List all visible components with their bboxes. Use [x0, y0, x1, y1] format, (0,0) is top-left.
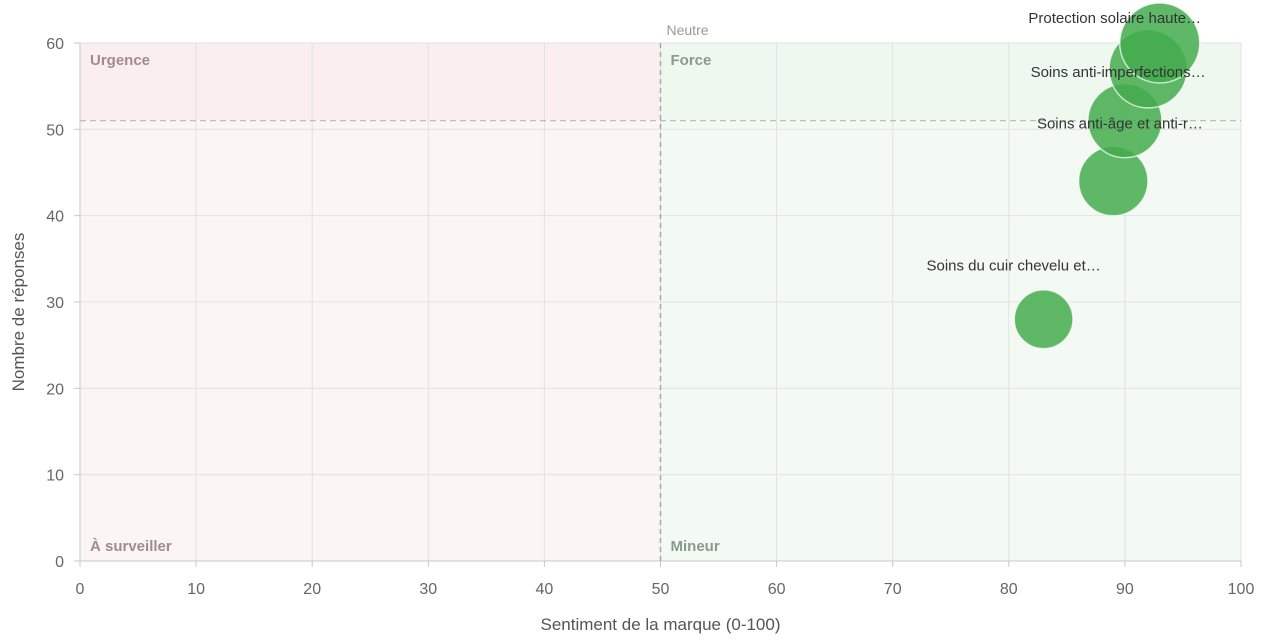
x-tick-label: 0 — [76, 581, 85, 598]
x-tick-label: 100 — [1228, 581, 1255, 598]
y-tick-label: 20 — [46, 381, 64, 398]
quadrant-bottom-left — [80, 120, 661, 561]
bubble-point — [1118, 2, 1201, 84]
x-tick-label: 50 — [652, 581, 670, 598]
y-tick-label: 30 — [46, 295, 64, 312]
quadrant-bottom-right — [660, 120, 1241, 561]
x-tick-label: 70 — [884, 581, 902, 598]
x-tick-label: 10 — [187, 581, 205, 598]
x-tick-label: 30 — [419, 581, 437, 598]
y-axis-title: Nombre de réponses — [9, 233, 28, 392]
bubble-label: Protection solaire haute… — [1028, 10, 1201, 27]
y-tick-label: 10 — [46, 468, 64, 485]
x-tick-label: 90 — [1116, 581, 1134, 598]
bubble-label: Soins du cuir chevelu et… — [926, 257, 1100, 274]
y-tick-label: 40 — [46, 209, 64, 226]
quadrant-label-top-left: Urgence — [90, 52, 150, 69]
y-tick-label: 0 — [55, 554, 64, 571]
x-tick-label: 40 — [536, 581, 554, 598]
quadrant-label-bottom-left: À surveiller — [90, 538, 172, 555]
x-axis-title: Sentiment de la marque (0-100) — [540, 615, 780, 634]
y-tick-label: 60 — [46, 36, 64, 53]
x-tick-label: 80 — [1000, 581, 1018, 598]
quadrant-label-top-right: Force — [671, 52, 712, 69]
bubble-label: Soins anti-imperfections… — [1031, 64, 1206, 81]
x-tick-label: 60 — [768, 581, 786, 598]
quadrant-top-left — [80, 43, 661, 121]
y-tick-label: 50 — [46, 122, 64, 139]
bubble-point — [1077, 145, 1149, 217]
quadrant-label-bottom-right: Mineur — [671, 538, 720, 555]
x-tick-label: 20 — [303, 581, 321, 598]
bubble-label: Soins anti-âge et anti-r… — [1037, 116, 1203, 133]
neutral-reference-label: Neutre — [667, 22, 709, 38]
bubble-point — [1013, 289, 1074, 350]
